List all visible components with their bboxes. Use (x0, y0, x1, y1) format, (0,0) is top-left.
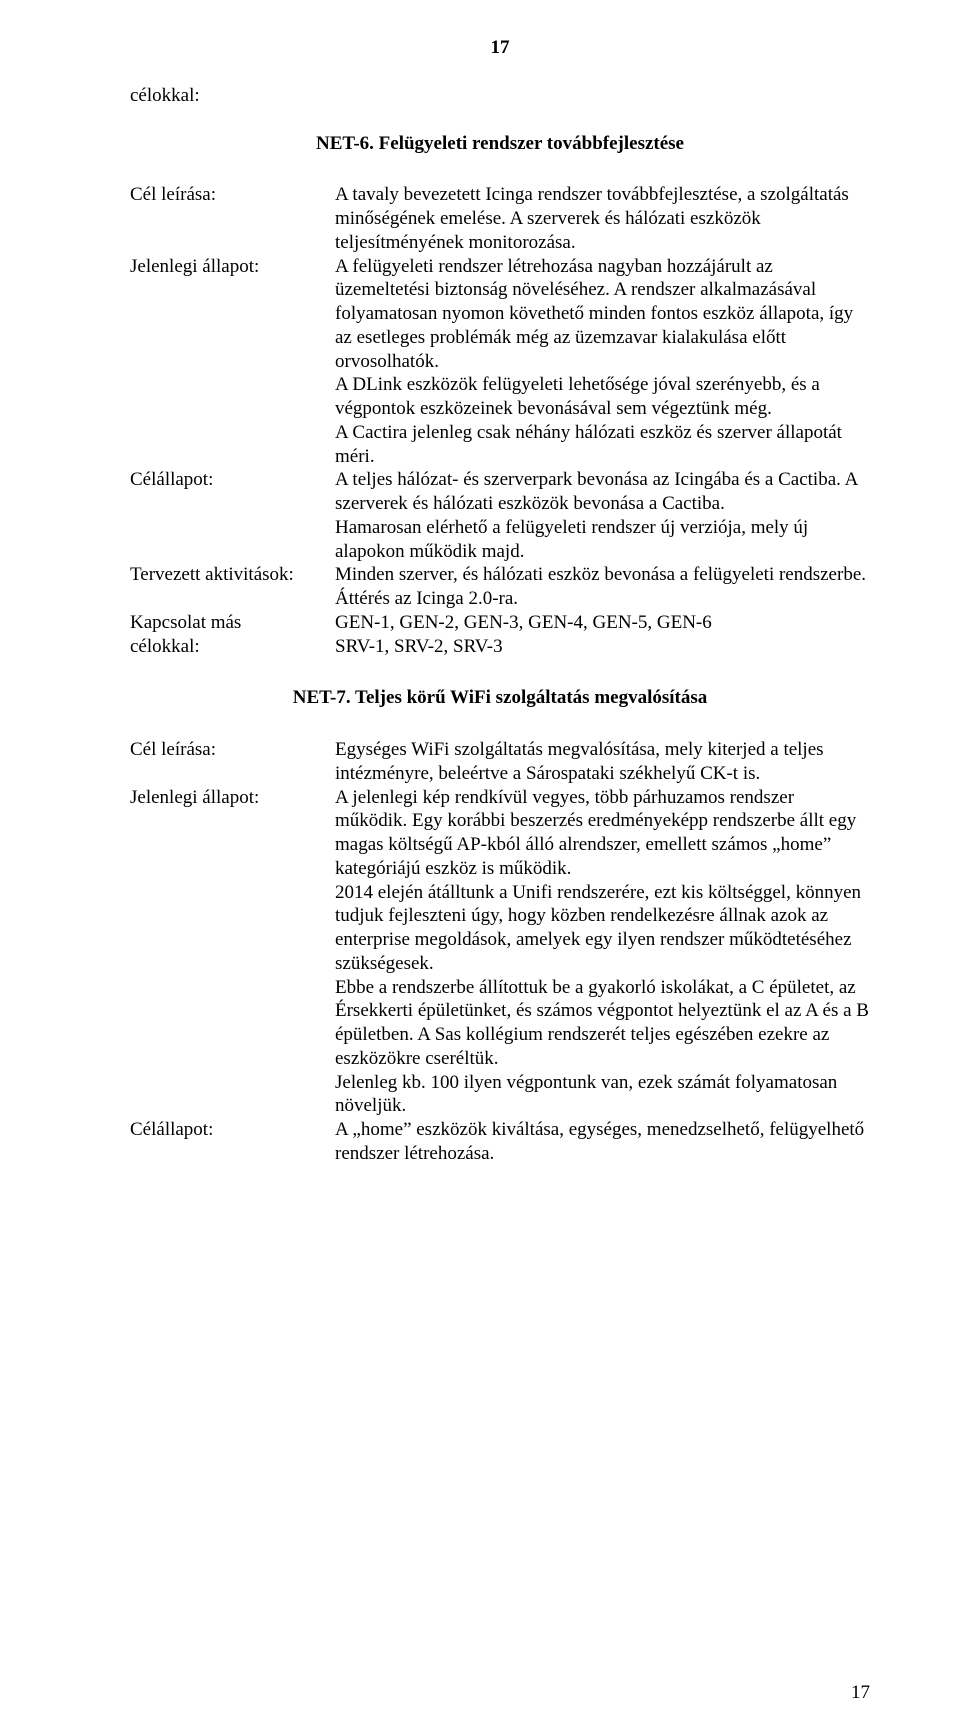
label-tervezett: Tervezett aktivitások: (130, 563, 335, 587)
text: A „home” eszközök kiváltása, egységes, m… (335, 1118, 870, 1166)
value-jelenlegi: A jelenlegi kép rendkívül vegyes, több p… (335, 786, 870, 1119)
text: Áttérés az Icinga 2.0-ra. (335, 587, 870, 611)
net6-block: Cél leírása: A tavaly bevezetett Icinga … (130, 183, 870, 658)
text: A DLink eszközök felügyeleti lehetősége … (335, 373, 870, 421)
text: A teljes hálózat- és szerverpark bevonás… (335, 468, 870, 516)
page: 17 célokkal: NET-6. Felügyeleti rendszer… (0, 0, 960, 1733)
net7-celallapot: Célállapot: A „home” eszközök kiváltása,… (130, 1118, 870, 1166)
value-celallapot: A teljes hálózat- és szerverpark bevonás… (335, 468, 870, 563)
text: Egységes WiFi szolgáltatás megvalósítása… (335, 738, 870, 786)
lead-row: célokkal: (130, 84, 870, 108)
label-celallapot: Célállapot: (130, 468, 335, 492)
label-cel-leirasa: Cél leírása: (130, 183, 335, 207)
text: 2014 elején átálltunk a Unifi rendszerér… (335, 881, 870, 976)
text: Jelenleg kb. 100 ilyen végpontunk van, e… (335, 1071, 870, 1119)
net7-cel-leirasa: Cél leírása: Egységes WiFi szolgáltatás … (130, 738, 870, 786)
value-cel-leirasa: Egységes WiFi szolgáltatás megvalósítása… (335, 738, 870, 786)
label-jelenlegi: Jelenlegi állapot: (130, 255, 335, 279)
net6-title: NET-6. Felügyeleti rendszer továbbfejles… (130, 132, 870, 156)
label-kapcsolat: Kapcsolat más célokkal: (130, 611, 335, 659)
page-number-bottom: 17 (851, 1681, 870, 1705)
text: A tavaly bevezetett Icinga rendszer tová… (335, 183, 870, 254)
page-number-top: 17 (130, 36, 870, 60)
net6-celallapot: Célállapot: A teljes hálózat- és szerver… (130, 468, 870, 563)
text: A Cactira jelenleg csak néhány hálózati … (335, 421, 870, 469)
value-celallapot: A „home” eszközök kiváltása, egységes, m… (335, 1118, 870, 1166)
label-jelenlegi: Jelenlegi állapot: (130, 786, 335, 810)
text: Minden szerver, és hálózati eszköz bevon… (335, 563, 870, 587)
label-cel-leirasa: Cél leírása: (130, 738, 335, 762)
value-tervezett: Minden szerver, és hálózati eszköz bevon… (335, 563, 870, 611)
value-kapcsolat: GEN-1, GEN-2, GEN-3, GEN-4, GEN-5, GEN-6… (335, 611, 870, 659)
label-celallapot: Célállapot: (130, 1118, 335, 1142)
net6-cel-leirasa: Cél leírása: A tavaly bevezetett Icinga … (130, 183, 870, 254)
label-kapcsolat-l2: célokkal: (130, 636, 200, 657)
label-kapcsolat-l1: Kapcsolat más (130, 612, 241, 633)
net7-jelenlegi: Jelenlegi állapot: A jelenlegi kép rendk… (130, 786, 870, 1119)
net7-block: Cél leírása: Egységes WiFi szolgáltatás … (130, 738, 870, 1166)
text: Hamarosan elérhető a felügyeleti rendsze… (335, 516, 870, 564)
net6-kapcsolat: Kapcsolat más célokkal: GEN-1, GEN-2, GE… (130, 611, 870, 659)
net7-title: NET-7. Teljes körű WiFi szolgáltatás meg… (130, 686, 870, 710)
text: GEN-1, GEN-2, GEN-3, GEN-4, GEN-5, GEN-6 (335, 611, 870, 635)
text: SRV-1, SRV-2, SRV-3 (335, 635, 870, 659)
net6-tervezett: Tervezett aktivitások: Minden szerver, é… (130, 563, 870, 611)
lead-label: célokkal: (130, 84, 335, 108)
value-jelenlegi: A felügyeleti rendszer létrehozása nagyb… (335, 255, 870, 469)
value-cel-leirasa: A tavaly bevezetett Icinga rendszer tová… (335, 183, 870, 254)
text: A felügyeleti rendszer létrehozása nagyb… (335, 255, 870, 374)
net6-jelenlegi: Jelenlegi állapot: A felügyeleti rendsze… (130, 255, 870, 469)
text: Ebbe a rendszerbe állítottuk be a gyakor… (335, 976, 870, 1071)
text: A jelenlegi kép rendkívül vegyes, több p… (335, 786, 870, 881)
